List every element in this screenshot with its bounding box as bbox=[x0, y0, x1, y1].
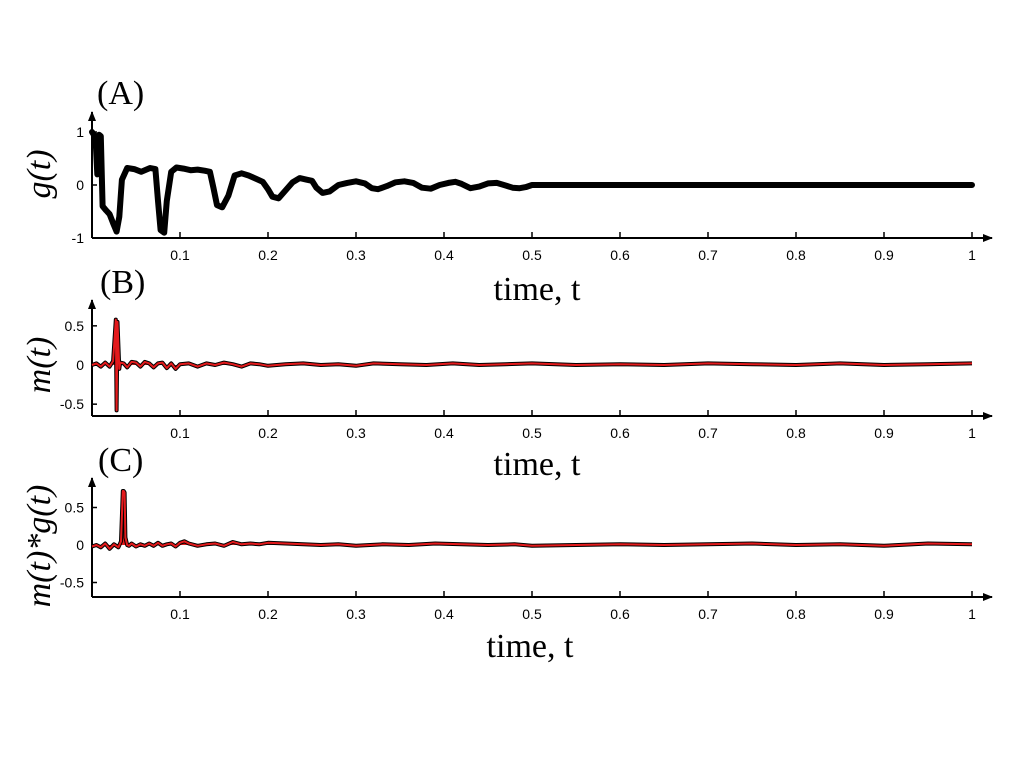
x-tick-label: 0.8 bbox=[786, 247, 806, 263]
y-tick-label: 0 bbox=[76, 537, 84, 553]
y-tick-label: -1 bbox=[72, 230, 85, 246]
panel-label: (C) bbox=[98, 442, 143, 479]
chart-panel-1: 0.1 0.2 0.3 0.4 0.5 0.6 0.7 0.8 0.9 1 0.5 0 -0.5 (B) t… bbox=[21, 264, 993, 483]
x-tick-label: 0.3 bbox=[346, 425, 366, 441]
y-tick-label: 0 bbox=[76, 177, 84, 193]
y-axis-label: m(t) bbox=[21, 337, 58, 394]
x-tick-label: 0.6 bbox=[610, 247, 630, 263]
y-tick-label: 1 bbox=[76, 124, 84, 140]
panel-label: (B) bbox=[100, 264, 145, 301]
x-tick-label: 0.7 bbox=[698, 425, 718, 441]
series-line bbox=[89, 129, 975, 236]
series-outline bbox=[91, 489, 973, 551]
x-tick-label: 0.7 bbox=[698, 606, 718, 622]
x-axis-label: time, t bbox=[487, 628, 574, 665]
x-tick-label: 0.6 bbox=[610, 425, 630, 441]
x-tick-label: 0.2 bbox=[258, 606, 278, 622]
x-tick-label: 0.1 bbox=[170, 606, 190, 622]
y-tick-label: 0.5 bbox=[65, 318, 85, 334]
panel-label: (A) bbox=[97, 75, 144, 112]
x-tick-label: 0.9 bbox=[874, 247, 894, 263]
x-tick-label: 0.1 bbox=[170, 247, 190, 263]
x-tick-label: 0.8 bbox=[786, 425, 806, 441]
chart-panel-0: 0.1 0.2 0.3 0.4 0.5 0.6 0.7 0.8 0.9 1 1 0 -1 (A) time,… bbox=[21, 75, 993, 308]
y-axis-label: g(t) bbox=[21, 149, 58, 198]
series-line bbox=[91, 318, 973, 412]
x-tick-label: 0.3 bbox=[346, 247, 366, 263]
x-tick-label: 0.2 bbox=[258, 247, 278, 263]
x-tick-label: 0.9 bbox=[874, 425, 894, 441]
y-tick-label: 0 bbox=[76, 357, 84, 373]
x-tick-label: 0.1 bbox=[170, 425, 190, 441]
x-tick-label: 0.5 bbox=[522, 425, 542, 441]
chart-panel-2: 0.1 0.2 0.3 0.4 0.5 0.6 0.7 0.8 0.9 1 0.5 0 -0.5 (C) t… bbox=[21, 442, 993, 665]
y-axis-label: m(t)*g(t) bbox=[21, 485, 58, 608]
series-area bbox=[92, 491, 972, 549]
series-line bbox=[91, 490, 973, 550]
y-tick-label: -0.5 bbox=[60, 575, 84, 591]
x-tick-label: 0.5 bbox=[522, 606, 542, 622]
x-tick-label: 1 bbox=[968, 247, 976, 263]
x-tick-label: 0.9 bbox=[874, 606, 894, 622]
x-tick-label: 1 bbox=[968, 425, 976, 441]
x-tick-label: 0.5 bbox=[522, 247, 542, 263]
x-tick-label: 0.3 bbox=[346, 606, 366, 622]
x-axis-label: time, t bbox=[494, 446, 581, 483]
x-tick-label: 1 bbox=[968, 606, 976, 622]
x-tick-label: 0.6 bbox=[610, 606, 630, 622]
x-tick-label: 0.8 bbox=[786, 606, 806, 622]
x-tick-label: 0.4 bbox=[434, 247, 454, 263]
y-tick-label: 0.5 bbox=[65, 500, 85, 516]
x-tick-label: 0.4 bbox=[434, 425, 454, 441]
x-tick-label: 0.7 bbox=[698, 247, 718, 263]
x-tick-label: 0.2 bbox=[258, 425, 278, 441]
x-tick-label: 0.4 bbox=[434, 606, 454, 622]
y-tick-label: -0.5 bbox=[60, 396, 84, 412]
x-axis-label: time, t bbox=[494, 271, 581, 308]
